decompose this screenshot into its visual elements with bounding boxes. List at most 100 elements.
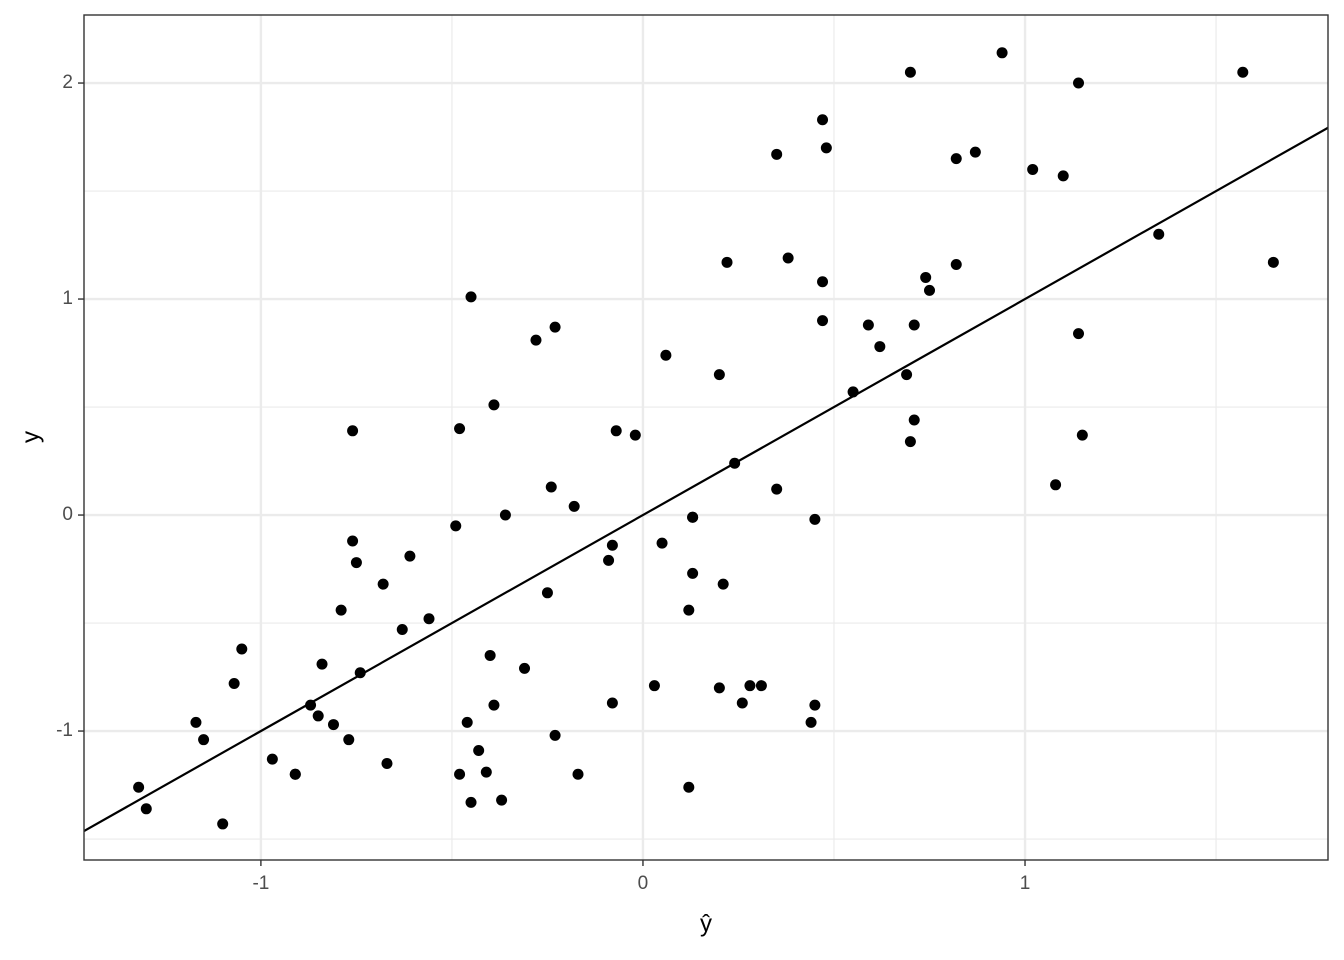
- point: [713, 682, 725, 694]
- point: [908, 414, 920, 426]
- point: [519, 662, 531, 674]
- point: [1267, 256, 1279, 268]
- panel-background: [84, 15, 1328, 860]
- point: [683, 781, 695, 793]
- reference-line: [83, 126, 1329, 833]
- point: [499, 509, 511, 521]
- point: [1073, 77, 1085, 89]
- point: [454, 423, 466, 435]
- point: [901, 369, 913, 381]
- point: [396, 624, 408, 636]
- point: [465, 796, 477, 808]
- panel-border: [83, 14, 1329, 861]
- y-tick-label: -1: [56, 720, 73, 741]
- point: [610, 425, 622, 437]
- point: [347, 535, 359, 547]
- point: [1057, 170, 1069, 182]
- point: [484, 649, 496, 661]
- point: [236, 643, 248, 655]
- point: [1027, 163, 1039, 175]
- point: [744, 680, 756, 692]
- x-tick-label: 0: [638, 873, 649, 894]
- point: [629, 429, 641, 441]
- point: [473, 744, 485, 756]
- point: [771, 483, 783, 495]
- point: [847, 386, 859, 398]
- point: [736, 697, 748, 709]
- point: [1153, 228, 1165, 240]
- point: [568, 500, 580, 512]
- point: [530, 334, 542, 346]
- point: [133, 781, 145, 793]
- point: [266, 753, 278, 765]
- point: [545, 481, 557, 493]
- point: [1237, 66, 1249, 78]
- point: [782, 252, 794, 264]
- y-tick-label: 2: [62, 72, 73, 93]
- point: [755, 680, 767, 692]
- point: [969, 146, 981, 158]
- point: [656, 537, 668, 549]
- point: [603, 554, 615, 566]
- point: [480, 766, 492, 778]
- point: [454, 768, 466, 780]
- point: [335, 604, 347, 616]
- y-tick-label: 0: [62, 504, 73, 525]
- point: [924, 284, 936, 296]
- point: [996, 47, 1008, 59]
- point: [198, 734, 210, 746]
- point: [381, 757, 393, 769]
- y-tick-label: 1: [62, 288, 73, 309]
- point: [713, 369, 725, 381]
- point: [606, 539, 618, 551]
- point: [721, 256, 733, 268]
- point: [316, 658, 328, 670]
- point: [289, 768, 301, 780]
- point: [549, 729, 561, 741]
- point: [1076, 429, 1088, 441]
- point: [904, 436, 916, 448]
- point: [190, 716, 202, 728]
- point: [1050, 479, 1062, 491]
- point: [904, 66, 916, 78]
- point: [683, 604, 695, 616]
- point: [465, 291, 477, 303]
- point: [817, 315, 829, 327]
- point: [228, 678, 240, 690]
- point: [717, 578, 729, 590]
- point: [809, 699, 821, 711]
- point: [920, 271, 932, 283]
- point: [606, 697, 618, 709]
- point: [541, 587, 553, 599]
- point: [729, 457, 741, 469]
- point: [305, 699, 317, 711]
- point: [488, 399, 500, 411]
- point: [354, 667, 366, 679]
- x-tick-label: 1: [1020, 873, 1031, 894]
- point: [377, 578, 389, 590]
- point: [687, 567, 699, 579]
- point: [687, 511, 699, 523]
- point: [549, 321, 561, 333]
- point: [817, 114, 829, 126]
- point: [950, 153, 962, 165]
- point: [908, 319, 920, 331]
- point: [488, 699, 500, 711]
- point: [862, 319, 874, 331]
- point: [343, 734, 355, 746]
- point: [817, 276, 829, 288]
- point: [660, 349, 672, 361]
- point: [572, 768, 584, 780]
- point: [312, 710, 324, 722]
- point: [809, 513, 821, 525]
- point: [140, 803, 152, 815]
- point: [347, 425, 359, 437]
- point: [874, 341, 886, 353]
- point: [450, 520, 462, 532]
- point: [404, 550, 416, 562]
- point: [820, 142, 832, 154]
- point: [217, 818, 229, 830]
- x-axis-title: ŷ: [700, 910, 712, 937]
- point: [461, 716, 473, 728]
